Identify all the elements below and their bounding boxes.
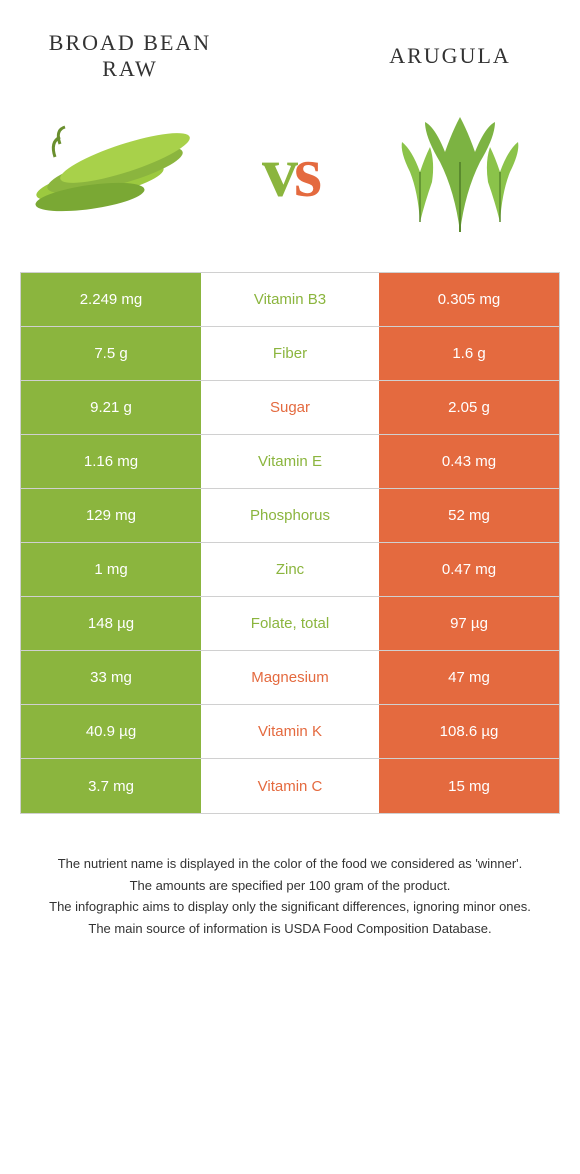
table-row: 40.9 µgVitamin K108.6 µg [21,705,559,759]
footnote-line: The infographic aims to display only the… [40,897,540,917]
vs-s: s [294,132,318,212]
left-value: 1.16 mg [21,435,201,488]
left-value: 33 mg [21,651,201,704]
right-value: 0.43 mg [379,435,559,488]
right-value: 15 mg [379,759,559,813]
left-food-image [30,102,210,242]
right-food-image [370,102,550,242]
nutrient-label: Phosphorus [201,489,379,542]
table-row: 129 mgPhosphorus52 mg [21,489,559,543]
right-value: 108.6 µg [379,705,559,758]
nutrient-label: Vitamin E [201,435,379,488]
right-value: 52 mg [379,489,559,542]
table-row: 148 µgFolate, total97 µg [21,597,559,651]
table-row: 3.7 mgVitamin C15 mg [21,759,559,813]
left-value: 148 µg [21,597,201,650]
infographic-container: Broad bean raw Arugula vs [10,0,570,970]
right-value: 0.305 mg [379,273,559,326]
nutrient-table: 2.249 mgVitamin B30.305 mg7.5 gFiber1.6 … [20,272,560,814]
right-value: 0.47 mg [379,543,559,596]
nutrient-label: Sugar [201,381,379,434]
left-value: 1 mg [21,543,201,596]
left-value: 9.21 g [21,381,201,434]
nutrient-label: Folate, total [201,597,379,650]
left-value: 129 mg [21,489,201,542]
right-value: 47 mg [379,651,559,704]
right-value: 1.6 g [379,327,559,380]
table-row: 1.16 mgVitamin E0.43 mg [21,435,559,489]
table-row: 33 mgMagnesium47 mg [21,651,559,705]
footnote-line: The nutrient name is displayed in the co… [40,854,540,874]
nutrient-label: Zinc [201,543,379,596]
header: Broad bean raw Arugula [10,10,570,92]
footnotes: The nutrient name is displayed in the co… [10,814,570,960]
right-value: 97 µg [379,597,559,650]
right-food-title: Arugula [360,43,540,69]
right-value: 2.05 g [379,381,559,434]
table-row: 2.249 mgVitamin B30.305 mg [21,273,559,327]
vs-row: vs [10,92,570,272]
nutrient-label: Magnesium [201,651,379,704]
nutrient-label: Vitamin B3 [201,273,379,326]
table-row: 9.21 gSugar2.05 g [21,381,559,435]
table-row: 7.5 gFiber1.6 g [21,327,559,381]
vs-label: vs [262,136,318,208]
left-value: 3.7 mg [21,759,201,813]
nutrient-label: Fiber [201,327,379,380]
table-row: 1 mgZinc0.47 mg [21,543,559,597]
vs-v: v [262,132,294,212]
left-value: 2.249 mg [21,273,201,326]
left-value: 40.9 µg [21,705,201,758]
left-value: 7.5 g [21,327,201,380]
footnote-line: The amounts are specified per 100 gram o… [40,876,540,896]
nutrient-label: Vitamin C [201,759,379,813]
footnote-line: The main source of information is USDA F… [40,919,540,939]
nutrient-label: Vitamin K [201,705,379,758]
left-food-title: Broad bean raw [40,30,220,82]
